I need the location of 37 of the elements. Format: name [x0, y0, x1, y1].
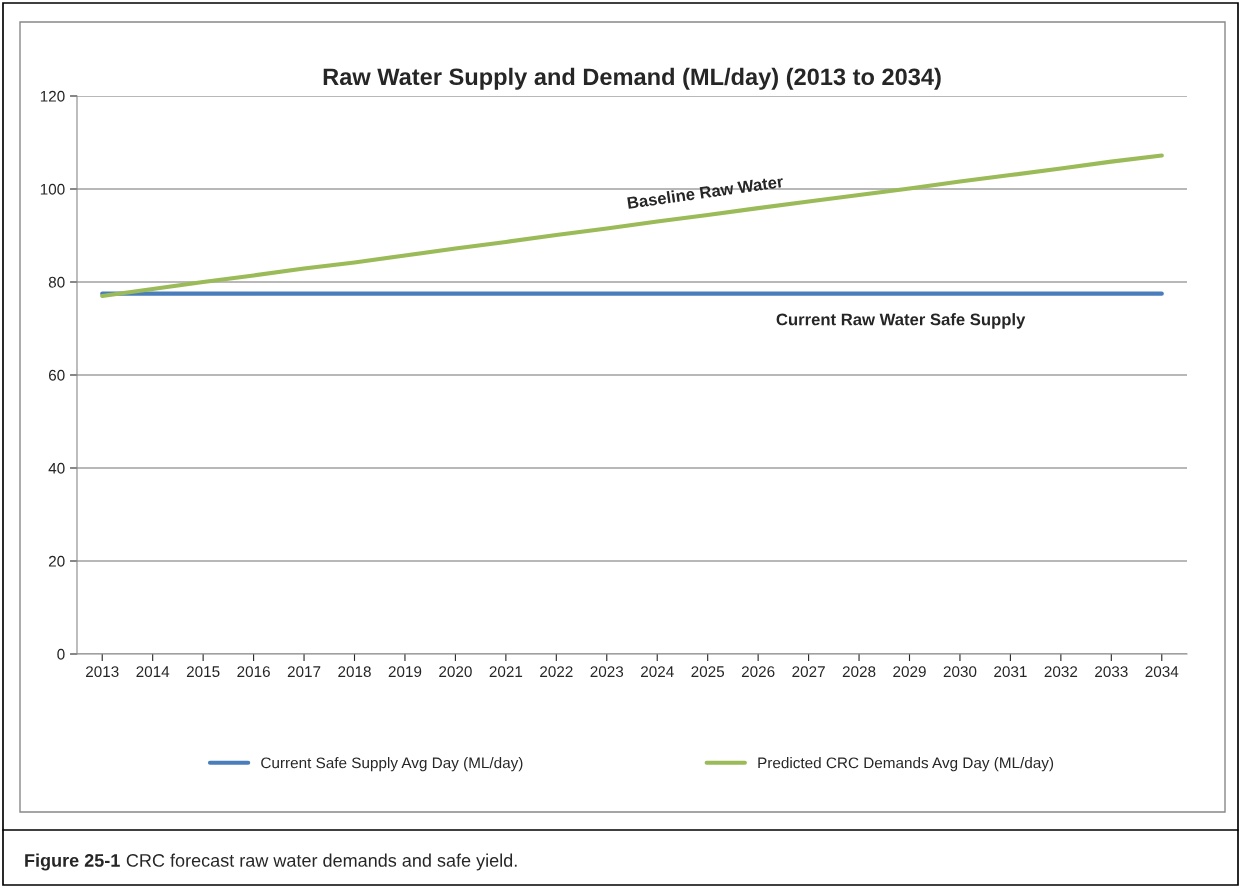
legend-label: Predicted CRC Demands Avg Day (ML/day) — [758, 757, 1054, 772]
x-tick-label: 2027 — [792, 666, 825, 678]
chart-title: Raw Water Supply and Demand (ML/day) (2013 to 2034) — [323, 67, 941, 90]
line-series — [100, 153, 1164, 299]
y-tick-label: 20 — [48, 555, 65, 567]
annotation: Current Raw Water Safe Supply — [776, 313, 1026, 329]
x-tick-label: 2032 — [1044, 666, 1078, 678]
y-tick-label: 0 — [57, 648, 65, 660]
x-tick-label: 2020 — [439, 666, 472, 678]
x-tick-label: 2017 — [287, 666, 321, 678]
text: CRC forecast raw water demands and safe yield. — [126, 853, 517, 871]
x-tick-label: 2023 — [590, 666, 624, 678]
annotation: Baseline Raw Water — [627, 175, 784, 209]
x-tick-label: 2031 — [994, 666, 1027, 678]
x-tick-label: 2026 — [741, 666, 775, 678]
x-tick-label: 2025 — [691, 666, 725, 678]
x-tick-label: 2018 — [338, 666, 371, 678]
caption: Figure 25-1 — [25, 853, 120, 871]
x-tick-label: 2030 — [943, 666, 977, 678]
y-tick-label: 120 — [40, 90, 65, 102]
x-tick-label: 2013 — [86, 666, 119, 678]
x-tick-label: 2019 — [388, 666, 422, 678]
x-tick-label: 2024 — [641, 666, 674, 678]
legend-label: Current Safe Supply Avg Day (ML/day) — [261, 757, 523, 772]
x-tick-label: 2028 — [842, 666, 876, 678]
x-tick-label: 2029 — [893, 666, 926, 678]
x-tick-label: 2033 — [1095, 666, 1128, 678]
y-tick-label: 80 — [48, 276, 65, 288]
y-tick-label: 60 — [48, 369, 65, 381]
y-tick-label: 40 — [48, 462, 65, 474]
x-tick-label: 2016 — [237, 666, 270, 678]
y-tick-label: 100 — [40, 183, 65, 195]
x-tick-label: 2014 — [136, 666, 170, 678]
x-tick-label: 2034 — [1145, 666, 1179, 678]
x-tick-label: 2021 — [489, 666, 523, 678]
x-tick-label: 2022 — [540, 666, 573, 678]
x-tick-label: 2015 — [186, 666, 220, 678]
